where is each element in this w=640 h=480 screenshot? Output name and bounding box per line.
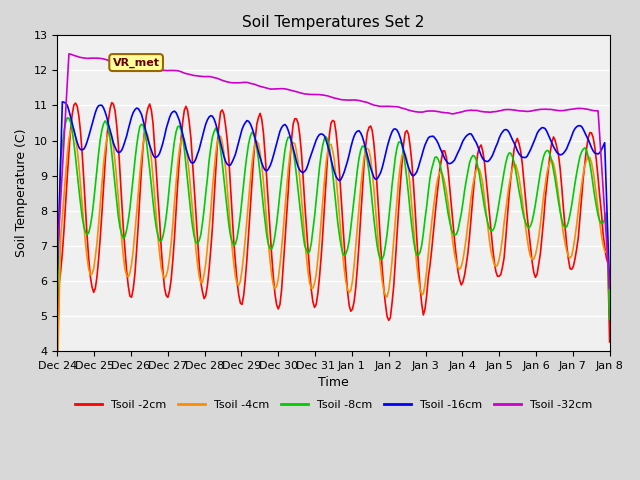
Tsoil -8cm bbox=[54, 299, 61, 304]
Tsoil -16cm bbox=[513, 148, 521, 154]
Tsoil -2cm bbox=[54, 354, 61, 360]
Tsoil -8cm bbox=[220, 176, 228, 182]
Legend: Tsoil -2cm, Tsoil -4cm, Tsoil -8cm, Tsoil -16cm, Tsoil -32cm: Tsoil -2cm, Tsoil -4cm, Tsoil -8cm, Tsoi… bbox=[70, 396, 597, 415]
Tsoil -2cm bbox=[507, 176, 515, 182]
Tsoil -4cm bbox=[60, 192, 68, 198]
Line: Tsoil -4cm: Tsoil -4cm bbox=[58, 128, 610, 372]
Text: VR_met: VR_met bbox=[113, 58, 159, 68]
Tsoil -32cm bbox=[507, 107, 515, 112]
Tsoil -8cm bbox=[513, 178, 521, 183]
Tsoil -8cm bbox=[63, 115, 71, 120]
Tsoil -2cm bbox=[108, 100, 116, 106]
Tsoil -16cm bbox=[58, 99, 66, 105]
Tsoil -16cm bbox=[220, 154, 228, 159]
Tsoil -32cm bbox=[606, 286, 614, 291]
Tsoil -8cm bbox=[60, 128, 68, 134]
Tsoil -4cm bbox=[177, 138, 185, 144]
Line: Tsoil -2cm: Tsoil -2cm bbox=[58, 103, 610, 357]
Tsoil -16cm bbox=[606, 285, 614, 291]
Tsoil -2cm bbox=[365, 124, 372, 130]
Tsoil -16cm bbox=[365, 159, 372, 165]
Title: Soil Temperatures Set 2: Soil Temperatures Set 2 bbox=[243, 15, 425, 30]
Tsoil -8cm bbox=[606, 317, 614, 323]
Tsoil -4cm bbox=[54, 370, 61, 375]
Tsoil -4cm bbox=[68, 125, 76, 131]
Tsoil -8cm bbox=[507, 150, 515, 156]
Tsoil -8cm bbox=[365, 168, 372, 174]
Tsoil -2cm bbox=[606, 339, 614, 345]
Tsoil -4cm bbox=[220, 150, 228, 156]
Tsoil -2cm bbox=[60, 227, 68, 233]
Tsoil -4cm bbox=[606, 306, 614, 312]
Tsoil -32cm bbox=[365, 100, 372, 106]
Tsoil -2cm bbox=[220, 111, 228, 117]
Y-axis label: Soil Temperature (C): Soil Temperature (C) bbox=[15, 129, 28, 257]
Tsoil -4cm bbox=[507, 174, 515, 180]
Tsoil -32cm bbox=[177, 69, 185, 74]
Tsoil -16cm bbox=[177, 124, 185, 130]
Tsoil -2cm bbox=[177, 137, 185, 143]
Tsoil -16cm bbox=[507, 133, 515, 139]
Tsoil -32cm bbox=[65, 51, 73, 57]
Tsoil -4cm bbox=[365, 147, 372, 153]
Tsoil -32cm bbox=[54, 254, 61, 260]
Line: Tsoil -8cm: Tsoil -8cm bbox=[58, 118, 610, 320]
Tsoil -32cm bbox=[60, 138, 68, 144]
Tsoil -8cm bbox=[177, 127, 185, 132]
Tsoil -2cm bbox=[513, 135, 521, 141]
Line: Tsoil -32cm: Tsoil -32cm bbox=[58, 54, 610, 288]
Line: Tsoil -16cm: Tsoil -16cm bbox=[58, 102, 610, 288]
Tsoil -32cm bbox=[220, 78, 228, 84]
Tsoil -32cm bbox=[513, 108, 521, 113]
Tsoil -16cm bbox=[54, 266, 61, 272]
Tsoil -16cm bbox=[62, 100, 70, 106]
X-axis label: Time: Time bbox=[318, 376, 349, 389]
Tsoil -4cm bbox=[513, 167, 521, 173]
